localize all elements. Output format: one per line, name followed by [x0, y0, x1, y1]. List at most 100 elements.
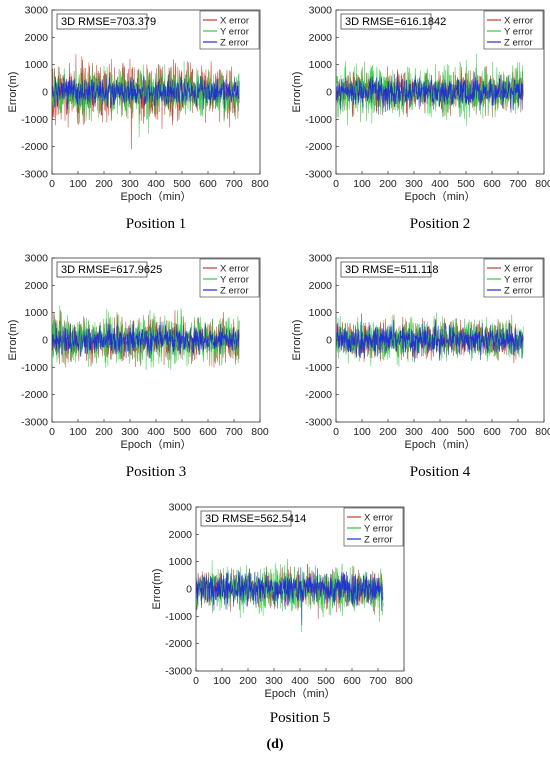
y-tick-label: 1000: [309, 307, 333, 319]
legend-label: X error: [504, 16, 533, 27]
series-line-z-error: [336, 72, 524, 115]
rmse-annotation: 3D RMSE=562.5414: [200, 510, 306, 527]
chart-panel-3: 0 100 200 300 400 500 600 700 800 -3000 -2000 -1000…: [7, 253, 269, 481]
legend-label: X error: [364, 513, 393, 524]
y-axis-label: Error(m): [151, 569, 163, 610]
panel-caption: Position 2: [410, 216, 470, 232]
x-tick-label: 500: [457, 426, 475, 438]
x-tick-label: 300: [121, 426, 139, 438]
y-tick-label: -3000: [305, 169, 332, 181]
x-tick-label: 700: [225, 178, 243, 190]
legend-label: Y error: [504, 27, 533, 38]
x-tick-label: 0: [333, 178, 339, 190]
legend-box: [199, 10, 260, 50]
y-tick-label: 0: [42, 87, 48, 99]
y-tick-label: 0: [326, 87, 332, 99]
series-line-z-error: [336, 313, 524, 363]
annotation-text: 3D RMSE=511.118: [345, 264, 438, 276]
x-tick-label: 200: [95, 426, 113, 438]
x-tick-label: 700: [509, 178, 527, 190]
legend-box: [483, 10, 544, 50]
series-line-z-error: [52, 74, 240, 110]
y-tick-label: 0: [326, 335, 332, 347]
x-tick-label: 600: [483, 426, 501, 438]
x-tick-label: 0: [49, 178, 55, 190]
x-tick-label: 200: [95, 178, 113, 190]
x-tick-label: 500: [457, 178, 475, 190]
y-tick-label: 3000: [25, 253, 49, 265]
x-tick-label: 200: [379, 426, 397, 438]
x-tick-label: 800: [395, 675, 413, 687]
x-tick-label: 400: [291, 675, 309, 687]
annotation-text: 3D RMSE=616.1842: [345, 16, 446, 28]
annotation-text: 3D RMSE=703.379: [61, 16, 156, 28]
y-tick-label: 2000: [309, 32, 333, 44]
legend-label: X error: [220, 264, 249, 275]
chart-panel-4: 0 100 200 300 400 500 600 700 800 -3000 -2000 -1000…: [291, 253, 550, 481]
series-line-z-error: [196, 567, 384, 625]
legend-box: [483, 258, 544, 298]
figure-label: (d): [266, 737, 283, 752]
x-tick-label: 800: [535, 426, 550, 438]
x-tick-label: 500: [173, 426, 191, 438]
y-tick-label: -2000: [165, 638, 192, 650]
annotation-box: [56, 13, 148, 30]
y-tick-label: -3000: [305, 417, 332, 429]
x-tick-label: 100: [353, 178, 371, 190]
legend-label: X error: [504, 264, 533, 275]
legend-label: Z error: [504, 286, 533, 297]
x-tick-label: 0: [49, 426, 55, 438]
x-tick-label: 500: [173, 178, 191, 190]
y-tick-label: 2000: [25, 280, 49, 292]
y-axis-label: Error(m): [7, 72, 19, 113]
rmse-annotation: 3D RMSE=616.1842: [340, 13, 446, 30]
y-tick-label: -1000: [305, 114, 332, 126]
chart-panel-2: 0 100 200 300 400 500 600 700 800 -3000 -2000 -1000…: [291, 5, 550, 233]
y-tick-label: 0: [186, 584, 192, 596]
legend-label: Y error: [220, 27, 249, 38]
x-tick-label: 400: [431, 426, 449, 438]
legend-label: Z error: [220, 286, 249, 297]
x-tick-label: 100: [213, 675, 231, 687]
x-tick-label: 300: [265, 675, 283, 687]
panel-caption: Position 4: [410, 464, 471, 480]
legend-label: Z error: [504, 38, 533, 49]
legend-label: Y error: [220, 275, 249, 286]
y-tick-label: -2000: [305, 141, 332, 153]
x-tick-label: 300: [405, 178, 423, 190]
y-tick-label: -3000: [165, 666, 192, 678]
x-tick-label: 400: [147, 178, 165, 190]
x-axis-label: Epoch（min）: [121, 190, 192, 203]
x-tick-label: 800: [251, 426, 269, 438]
x-tick-label: 600: [199, 178, 217, 190]
annotation-box: [56, 261, 148, 278]
x-tick-label: 300: [121, 178, 139, 190]
legend-box: [199, 258, 260, 298]
x-tick-label: 100: [69, 178, 87, 190]
legend-box: [343, 507, 404, 547]
series-line-z-error: [52, 321, 240, 359]
y-tick-label: 1000: [169, 556, 193, 568]
x-tick-label: 700: [369, 675, 387, 687]
y-tick-label: -2000: [305, 389, 332, 401]
y-tick-label: -1000: [165, 611, 192, 623]
y-tick-label: 1000: [25, 59, 49, 71]
annotation-text: 3D RMSE=617.9625: [61, 264, 162, 276]
x-tick-label: 400: [431, 178, 449, 190]
x-axis-label: Epoch（min）: [121, 438, 192, 451]
rmse-annotation: 3D RMSE=617.9625: [56, 261, 162, 278]
legend-label: Y error: [504, 275, 533, 286]
x-tick-label: 600: [343, 675, 361, 687]
annotation-box: [200, 510, 292, 527]
x-tick-label: 800: [535, 178, 550, 190]
x-tick-label: 300: [405, 426, 423, 438]
x-tick-label: 200: [379, 178, 397, 190]
x-tick-label: 0: [193, 675, 199, 687]
y-tick-label: 1000: [309, 59, 333, 71]
y-tick-label: -1000: [21, 114, 48, 126]
y-tick-label: 3000: [309, 5, 333, 17]
